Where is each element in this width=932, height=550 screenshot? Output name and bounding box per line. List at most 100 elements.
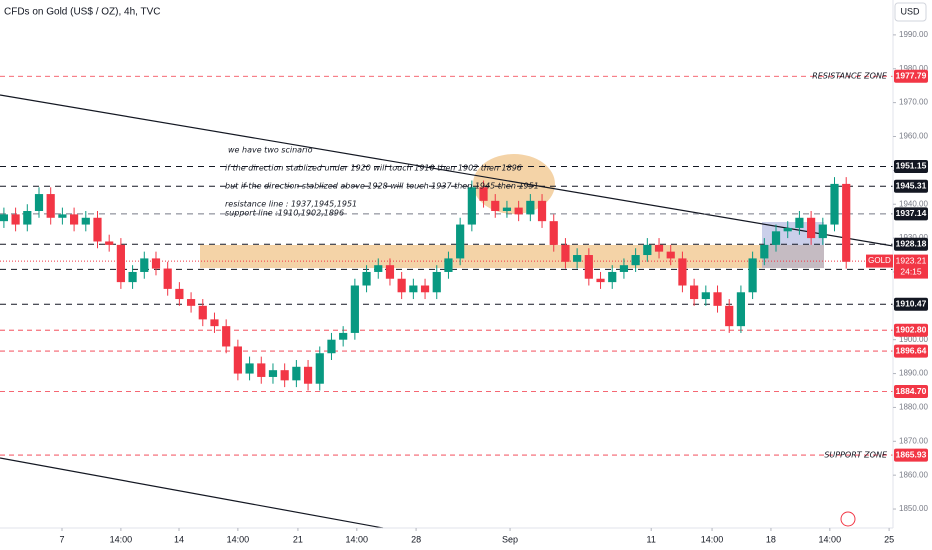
level-tag — [894, 159, 928, 173]
candle-body — [397, 278, 406, 293]
candle-body — [748, 258, 757, 293]
candle-body — [690, 285, 699, 300]
level-tag — [894, 69, 928, 83]
candle-body — [725, 305, 734, 327]
candle-body — [643, 244, 652, 256]
candle-body — [128, 271, 137, 283]
candle-body — [339, 332, 348, 340]
level-label: 1937.14 — [896, 208, 927, 218]
y-tick-label: 1860.00 — [899, 470, 928, 479]
candle-body — [573, 255, 582, 262]
candle-body — [807, 217, 816, 239]
y-tick-label: 1930.00 — [899, 233, 928, 242]
level-label: 1910.47 — [896, 298, 927, 308]
candle-body — [210, 319, 219, 327]
level-text: RESISTANCE ZONE — [812, 72, 888, 81]
candle-body — [315, 353, 324, 384]
candle-body — [58, 214, 67, 218]
candle-body — [654, 244, 664, 252]
y-tick-label: 1990.00 — [899, 30, 928, 39]
candle-body — [818, 224, 827, 239]
x-tick-label: 14:00 — [346, 534, 369, 544]
symbol-tag — [866, 254, 893, 268]
candle-body — [432, 271, 441, 293]
x-tick-label: 28 — [411, 534, 421, 544]
candle-body — [198, 305, 207, 320]
x-tick-label: 21 — [293, 534, 303, 544]
x-tick-label: 11 — [647, 534, 656, 544]
annotation: support line :1910,1902,1896 — [225, 209, 344, 218]
candle-body — [0, 214, 8, 222]
x-tick-label: Sep — [502, 534, 518, 544]
orange-ellipse — [473, 154, 555, 214]
candle-body — [678, 258, 687, 286]
candle-body — [409, 285, 418, 293]
candle-body — [549, 221, 558, 245]
candle-body — [327, 339, 336, 354]
annotations: we have two scinario if the direction sta… — [225, 146, 539, 218]
x-tick-label: 25 — [884, 534, 894, 544]
y-tick-label: 1890.00 — [899, 369, 928, 378]
price-tag — [894, 254, 928, 279]
candle-body — [842, 183, 851, 262]
candle-body — [830, 183, 839, 225]
x-tick-label: 14:00 — [110, 534, 133, 544]
candle-body — [81, 217, 90, 225]
candle-body — [222, 326, 231, 347]
currency[interactable]: USD — [900, 6, 920, 16]
candle-body — [69, 214, 79, 225]
candle-body — [526, 200, 535, 215]
candle-body — [631, 255, 640, 266]
level-tag — [894, 344, 928, 358]
candle-body — [491, 200, 500, 211]
x-tick-label: 14 — [174, 534, 184, 544]
candle-body — [502, 207, 512, 211]
level-tag — [894, 207, 928, 221]
x-tick-label: 14:00 — [701, 534, 724, 544]
x-tick-label: 7 — [59, 534, 64, 544]
logo-icon[interactable] — [840, 511, 856, 527]
candle-body — [771, 231, 781, 245]
currency-button[interactable] — [894, 2, 927, 22]
y-tick-label: 1960.00 — [899, 132, 928, 141]
candle-body — [362, 271, 371, 286]
candle-body — [608, 271, 617, 283]
level-tag — [894, 237, 928, 251]
candle-body — [233, 346, 242, 374]
level-label: 1951.15 — [896, 161, 927, 171]
level-label: 1945.31 — [896, 180, 927, 190]
level-tag — [894, 179, 928, 193]
y-tick-label: 1900.00 — [899, 335, 928, 344]
drawings — [0, 94, 894, 529]
candle-body — [374, 265, 383, 272]
y-tick-label: 1970.00 — [899, 98, 928, 107]
level-label: 1928.18 — [896, 239, 927, 249]
candle-body — [596, 278, 605, 283]
candle-body — [280, 370, 289, 381]
level-label: 1896.64 — [896, 345, 927, 355]
candle-body — [701, 292, 710, 300]
symbol: GOLD — [868, 256, 891, 265]
candle-body — [444, 258, 453, 272]
candle-body — [116, 244, 125, 283]
level-label: 1884.70 — [896, 386, 927, 396]
candle-body — [713, 292, 722, 306]
candle-body — [34, 194, 44, 211]
candle-body — [561, 244, 570, 262]
candle-body — [186, 299, 196, 306]
candle-body — [175, 288, 184, 300]
annotation: we have two scinario — [228, 146, 313, 155]
candle-body — [420, 285, 430, 293]
trend-line — [0, 457, 384, 529]
annotation: but if the direction stablized above 192… — [225, 182, 539, 191]
chart-title: CFDs on Gold (US$ / OZ), 4h, TVC — [4, 7, 161, 18]
candle-body — [619, 265, 629, 272]
level-text: SUPPORT ZONE — [824, 451, 888, 460]
candle-body — [11, 214, 20, 225]
candle-body — [666, 251, 675, 259]
candle-body — [257, 363, 266, 377]
candle-body — [456, 224, 465, 259]
candle-body — [467, 187, 476, 225]
candle-body — [385, 265, 395, 279]
